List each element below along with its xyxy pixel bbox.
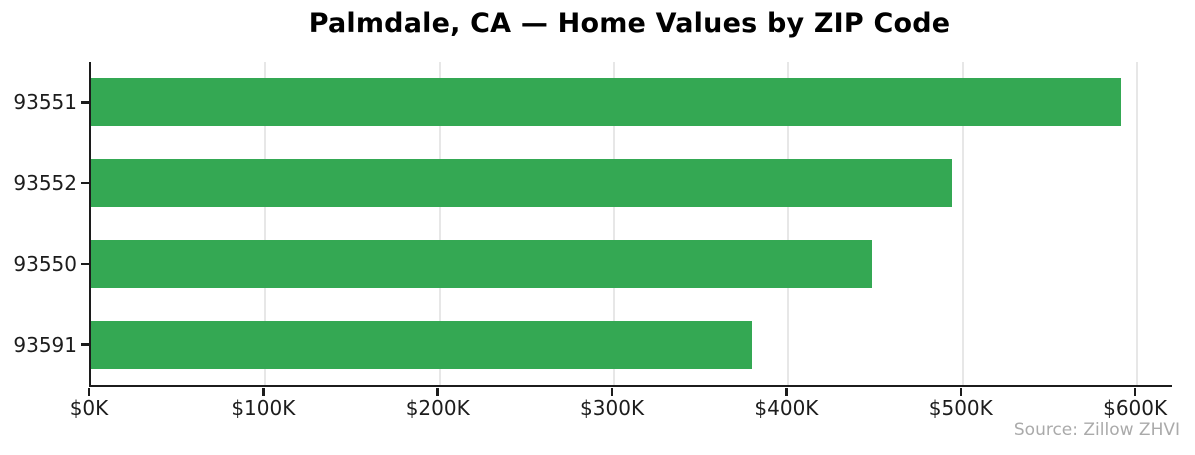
bar-93551: [91, 78, 1122, 127]
gridline-$400K: [787, 62, 790, 385]
bar-93550: [91, 239, 873, 288]
y-tick-93552: [81, 181, 89, 185]
x-tick-label: $500K: [928, 396, 993, 420]
y-tick-93591: [81, 343, 89, 346]
chart-title: Palmdale, CA — Home Values by ZIP Code: [308, 8, 951, 39]
y-tick-label-93551: 93551: [13, 90, 77, 115]
y-tick-label-93591: 93591: [13, 332, 77, 357]
x-tick-$500K: [959, 387, 963, 396]
y-tick-93550: [81, 262, 89, 266]
x-tick-label: $300K: [580, 396, 645, 420]
plot-area: [89, 62, 1172, 387]
x-tick-label: $0K: [69, 396, 109, 420]
y-tick-label-93552: 93552: [13, 171, 77, 196]
y-tick-93551: [81, 101, 89, 104]
x-tick-$0K: [87, 387, 91, 396]
x-tick-$400K: [785, 387, 788, 396]
x-tick-label: $200K: [405, 396, 470, 420]
x-tick-$200K: [436, 387, 439, 396]
gridline-$500K: [961, 62, 964, 385]
gridline-$300K: [613, 62, 616, 385]
x-tick-label: $400K: [754, 396, 819, 420]
x-tick-label: $100K: [231, 396, 296, 420]
gridline-$600K: [1136, 62, 1139, 385]
x-tick-$600K: [1133, 387, 1137, 396]
x-tick-$300K: [610, 387, 614, 396]
gridline-$100K: [264, 62, 267, 385]
bar-93591: [91, 320, 752, 369]
source-note: Source: Zillow ZHVI: [1013, 420, 1180, 440]
bar-93552: [91, 159, 953, 208]
x-tick-label: $600K: [1103, 396, 1168, 420]
gridline-$200K: [438, 62, 441, 385]
x-tick-$100K: [262, 387, 265, 396]
y-tick-label-93550: 93550: [13, 251, 77, 276]
